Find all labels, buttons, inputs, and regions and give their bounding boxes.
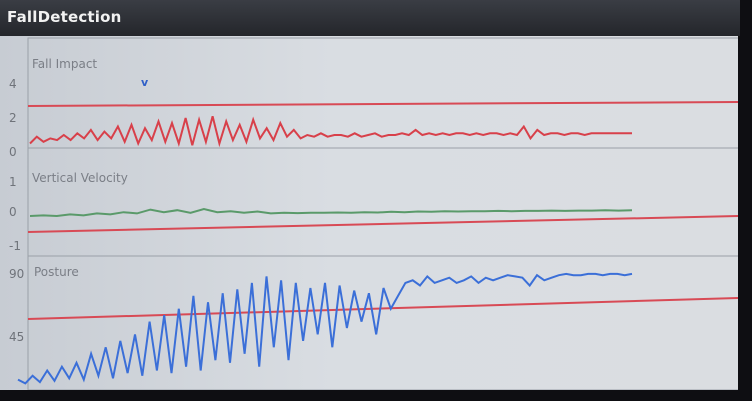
velocity-panel-frame bbox=[27, 147, 738, 257]
impact-series-line bbox=[29, 116, 632, 148]
posture-series-line bbox=[17, 272, 633, 385]
velocity-series-line bbox=[29, 207, 633, 218]
impact-tick-zero: 0 bbox=[9, 145, 17, 159]
app-title: FallDetection bbox=[7, 8, 122, 26]
posture-title: Posture bbox=[34, 265, 79, 279]
impact-title: Fall Impact bbox=[32, 57, 97, 71]
title-bar: FallDetection bbox=[0, 0, 740, 38]
posture-tick-top: 90 bbox=[9, 267, 24, 281]
posture-threshold-line bbox=[27, 297, 738, 320]
panel-borders bbox=[27, 37, 738, 390]
peak-marker: v bbox=[141, 76, 149, 89]
posture-tick-mid: 45 bbox=[9, 330, 24, 344]
impact-tick-mid: 2 bbox=[9, 111, 17, 125]
velocity-tick-top: 1 bbox=[9, 175, 17, 189]
impact-tick-top: 4 bbox=[9, 77, 17, 91]
velocity-tick-bottom: -1 bbox=[9, 239, 21, 253]
velocity-tick-zero: 0 bbox=[9, 205, 17, 219]
velocity-threshold-line bbox=[27, 215, 738, 233]
impact-threshold-line bbox=[27, 101, 738, 107]
velocity-title: Vertical Velocity bbox=[32, 171, 128, 185]
plots-svg: Fall Impact 4 2 0 v Vertical Velocity 1 … bbox=[9, 37, 738, 390]
posture-panel-frame bbox=[27, 255, 738, 390]
